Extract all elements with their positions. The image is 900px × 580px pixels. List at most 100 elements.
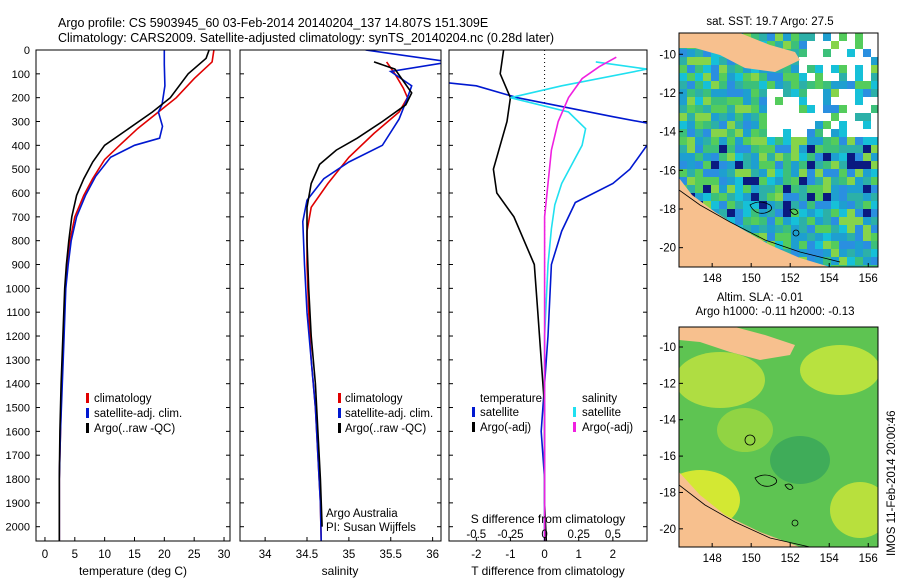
sst-pixel <box>783 241 791 249</box>
series-line-satellite-adj-clim- <box>301 50 441 541</box>
sst-pixel <box>735 97 743 105</box>
sst-pixel <box>871 49 878 57</box>
sst-pixel <box>791 89 799 97</box>
sst-pixel <box>807 225 815 233</box>
sla-secondary-marker <box>791 519 799 527</box>
sst-pixel <box>711 113 719 121</box>
s-diff-tick-label: 0.25 <box>568 529 590 541</box>
sst-pixel <box>719 73 727 81</box>
sst-pixel <box>711 129 719 137</box>
sst-pixel <box>831 193 839 201</box>
sst-pixel <box>823 89 831 97</box>
sst-pixel <box>839 249 847 257</box>
x-tick-label: 20 <box>158 549 171 561</box>
depth-tick-label: 1800 <box>6 474 30 486</box>
sst-pixel <box>791 137 799 145</box>
sst-pixel <box>767 121 775 129</box>
sst-pixel <box>815 137 823 145</box>
sst-pixel <box>847 145 855 153</box>
sst-pixel <box>823 265 831 267</box>
sst-pixel <box>823 233 831 241</box>
sst-pixel <box>831 41 839 49</box>
legend-swatch-t-satellite <box>472 407 475 417</box>
map-x-tick-label: 152 <box>781 553 800 565</box>
sst-pixel <box>855 73 863 81</box>
sst-pixel <box>823 145 831 153</box>
sst-pixel <box>823 41 831 49</box>
sst-pixel <box>767 73 775 81</box>
sst-pixel <box>847 89 855 97</box>
map-x-tick-label: 150 <box>742 553 761 565</box>
map-y-tick-label: -10 <box>659 342 676 354</box>
sst-pixel <box>775 209 783 217</box>
sst-pixel <box>767 33 775 41</box>
sst-pixel <box>735 217 743 225</box>
salinity-panel: 34 34.5 35 35.5 36 salinity climatology sate… <box>239 49 442 578</box>
sst-pixel <box>815 57 823 65</box>
sst-pixel <box>695 193 703 201</box>
sst-pixel <box>775 225 783 233</box>
legend-label-climatology: climatology <box>94 393 152 405</box>
sst-pixel <box>871 201 878 209</box>
sst-pixel <box>759 217 767 225</box>
sst-pixel <box>839 185 847 193</box>
sst-pixel <box>703 161 711 169</box>
sst-pixel <box>743 65 751 73</box>
sst-pixel <box>695 137 703 145</box>
sst-pixel <box>751 145 759 153</box>
sst-pixel <box>727 105 735 113</box>
sst-pixel <box>863 265 871 267</box>
sst-pixel <box>815 153 823 161</box>
sst-pixel <box>807 41 815 49</box>
sst-pixel <box>743 225 751 233</box>
sst-pixel <box>863 73 871 81</box>
depth-tick-label: 1100 <box>6 307 30 319</box>
sst-pixel <box>687 137 695 145</box>
sst-pixel <box>847 249 855 257</box>
sst-pixel <box>703 65 711 73</box>
sst-pixel <box>751 73 759 81</box>
sst-pixel <box>719 153 727 161</box>
sst-pixel <box>871 41 878 49</box>
sst-pixel <box>743 113 751 121</box>
sst-pixel <box>743 193 751 201</box>
sst-pixel <box>791 113 799 121</box>
sst-pixel <box>703 57 711 65</box>
sst-pixel <box>719 81 727 89</box>
sst-pixel <box>759 169 767 177</box>
sst-pixel <box>799 89 807 97</box>
sst-pixel <box>695 81 703 89</box>
legend-label-climatology: climatology <box>345 393 403 405</box>
sst-pixel <box>703 169 711 177</box>
depth-tick-label: 1400 <box>6 379 30 391</box>
sst-pixel <box>783 65 791 73</box>
sst-pixel <box>823 81 831 89</box>
sst-pixel <box>695 169 703 177</box>
sst-pixel <box>791 241 799 249</box>
sst-pixel <box>799 121 807 129</box>
sst-pixel <box>831 249 839 257</box>
sst-pixel <box>703 73 711 81</box>
sst-pixel <box>871 225 878 233</box>
sst-pixel <box>855 113 863 121</box>
sst-pixel <box>823 193 831 201</box>
sst-pixel <box>719 65 727 73</box>
sst-pixel <box>783 169 791 177</box>
sst-pixel <box>695 105 703 113</box>
sst-pixel <box>807 233 815 241</box>
sla-map-title-line1: Altim. SLA: -0.01 <box>717 292 803 304</box>
sst-pixel <box>759 145 767 153</box>
sst-pixel <box>727 217 735 225</box>
s-difference-xlabel: S difference from climatology <box>471 512 626 526</box>
sst-pixel <box>751 129 759 137</box>
sst-pixel <box>839 81 847 89</box>
depth-tick-label: 2000 <box>6 522 30 534</box>
legend-label-argo: Argo(..raw -QC) <box>94 423 175 435</box>
sst-pixel <box>847 41 855 49</box>
sst-pixel <box>855 65 863 73</box>
sst-pixel <box>695 153 703 161</box>
series-line-t-satellite <box>449 82 647 541</box>
sst-pixel <box>863 185 871 193</box>
sst-pixel <box>775 105 783 113</box>
sst-pixel <box>751 169 759 177</box>
